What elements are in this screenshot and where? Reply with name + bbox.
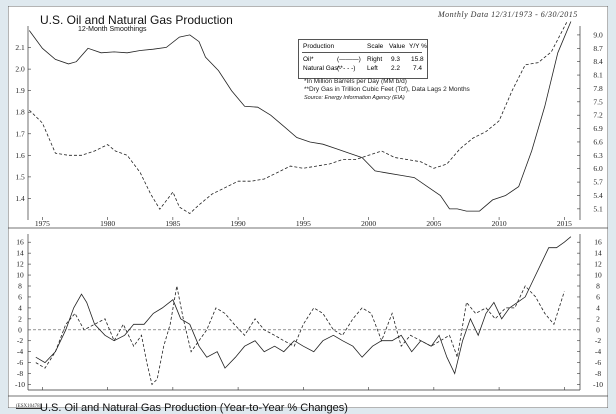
bottom-left-ytick-label: 8	[18, 282, 22, 291]
top-xtick-label: 1995	[296, 219, 311, 228]
legend-gas-style: (- - - -)	[337, 65, 356, 72]
top-xtick-label: 2005	[426, 219, 441, 228]
bottom-right-ytick-label: 16	[594, 238, 602, 247]
chart-notes: *In Million Barrels per Day (MM b/d) **D…	[304, 78, 470, 102]
legend-rule	[302, 52, 422, 53]
top-right-ytick-label: 7.2	[593, 111, 603, 120]
bottom-right-ytick-label: 2	[596, 314, 600, 323]
top-xtick-label: 2015	[557, 219, 572, 228]
bottom-right-ytick-label: -8	[595, 369, 601, 378]
bottom-chart-title: U.S. Oil and Natural Gas Production (Yea…	[40, 402, 348, 414]
bottom-right-ytick-label: -10	[593, 380, 603, 389]
legend-gas-name: Natural Gas**	[303, 65, 343, 72]
legend-oil-scale: Right	[367, 56, 383, 63]
top-right-ytick-label: 6.0	[593, 164, 603, 173]
bottom-left-ytick-label: 4	[18, 303, 22, 312]
legend-header-scale: Scale	[367, 43, 384, 50]
top-left-ytick-label: 1.6	[15, 151, 25, 160]
note-oil: *In Million Barrels per Day (MM b/d)	[304, 78, 407, 85]
chart-frame: 1.4 1.5 1.6 1.7 1.8 1.9 2.0 2.1 5.1 5.4 5.7 6.0 6.3 6…	[8, 6, 608, 414]
bottom-right-ytick-label: 12	[594, 260, 602, 269]
bottom-right-ytick-label: 6	[596, 292, 600, 301]
top-xtick-label: 1985	[165, 219, 180, 228]
bottom-right-ytick-label: -6	[595, 358, 601, 367]
chart-subtitle: 12-Month Smoothings	[78, 26, 147, 33]
top-left-ytick-label: 2.0	[15, 65, 25, 74]
bottom-left-ytick-label: 10	[16, 271, 24, 280]
bottom-left-ytick-label: -8	[17, 369, 23, 378]
top-left-ytick-label: 1.9	[15, 86, 25, 95]
top-left-ytick-label: 1.8	[15, 108, 25, 117]
bottom-right-ytick-label: 14	[594, 249, 602, 258]
legend-gas-yoy: 7.4	[413, 65, 423, 72]
bottom-left-ytick-label: 2	[18, 314, 22, 323]
bottom-right-ytick-label: -2	[595, 336, 601, 345]
note-gas: **Dry Gas in Trillion Cubic Feet (Tcf), …	[304, 86, 470, 93]
bottom-left-ytick-label: 6	[18, 292, 22, 301]
top-xtick-label: 2000	[361, 219, 376, 228]
top-right-ytick-label: 5.1	[593, 204, 603, 213]
chart-title: U.S. Oil and Natural Gas Production	[40, 13, 233, 27]
bottom-right-ytick-label: 8	[596, 282, 600, 291]
legend-header-yoy: Y/Y %	[409, 43, 427, 50]
top-right-ytick-label: 7.8	[593, 84, 603, 93]
top-xtick-label: 1980	[100, 219, 115, 228]
chart-code: (ESX10478)	[16, 404, 42, 409]
bottom-left-ytick-label: 16	[16, 238, 24, 247]
top-series-oil-line	[28, 21, 572, 212]
bottom-left-ytick-label: 14	[16, 249, 24, 258]
legend-gas-value: 2.2	[391, 65, 401, 72]
legend-gas-scale: Left	[367, 65, 378, 72]
legend-oil-name: Oil*	[303, 56, 314, 63]
legend-oil-yoy: 15.8	[411, 56, 424, 63]
bottom-left-ytick-label: -2	[17, 336, 23, 345]
top-right-ytick-label: 8.1	[593, 71, 603, 80]
top-right-ytick-label: 7.5	[593, 97, 603, 106]
bottom-left-ytick-label: -4	[17, 347, 23, 356]
bottom-right-ytick-label: 0	[596, 325, 600, 334]
top-xtick-label: 2010	[492, 219, 507, 228]
date-range: Monthly Data 12/31/1973 - 6/30/2015	[438, 10, 578, 19]
top-right-ytick-label: 6.3	[593, 151, 603, 160]
note-source: Source: Energy Information Agency (EIA)	[304, 95, 405, 101]
top-right-ytick-label: 8.4	[593, 57, 603, 66]
bottom-left-ytick-label: -10	[15, 380, 25, 389]
bottom-panel: -10-8-6-4-20246810121416-10-8-6-4-202468…	[15, 234, 603, 391]
bottom-right-ytick-label: 10	[594, 271, 602, 280]
bottom-left-ytick-label: -6	[17, 358, 23, 367]
bottom-right-ytick-label: 4	[596, 303, 600, 312]
bottom-series-oil-line	[35, 236, 572, 375]
legend-oil-value: 9.3	[391, 56, 401, 63]
bottom-left-ytick-label: 0	[18, 325, 22, 334]
top-series-gas-line	[29, 21, 568, 215]
top-left-ytick-label: 1.5	[15, 172, 25, 181]
top-right-ytick-label: 6.6	[593, 137, 603, 146]
top-xtick-label: 1990	[231, 219, 246, 228]
top-panel: 1.4 1.5 1.6 1.7 1.8 1.9 2.0 2.1 5.1 5.4 5.7 6.0 6.3 6…	[15, 21, 603, 228]
bottom-left-ytick-label: 12	[16, 260, 24, 269]
legend-header-value: Value	[389, 43, 406, 50]
top-right-ytick-label: 8.7	[593, 44, 603, 53]
top-right-ytick-label: 5.7	[593, 178, 603, 187]
top-right-ytick-label: 9.0	[593, 30, 603, 39]
top-xtick-label: 1975	[35, 219, 50, 228]
top-left-ytick-label: 2.1	[15, 43, 25, 52]
legend-header-production: Production	[303, 43, 335, 50]
top-right-ytick-label: 5.4	[593, 191, 603, 200]
top-left-ytick-label: 1.4	[15, 194, 25, 203]
top-right-ytick-label: 6.9	[593, 124, 603, 133]
bottom-right-ytick-label: -4	[595, 347, 601, 356]
top-left-ytick-label: 1.7	[15, 129, 25, 138]
legend: Production Scale Value Y/Y % Oil* (———) …	[298, 39, 428, 79]
legend-oil-style: (———)	[337, 56, 361, 63]
